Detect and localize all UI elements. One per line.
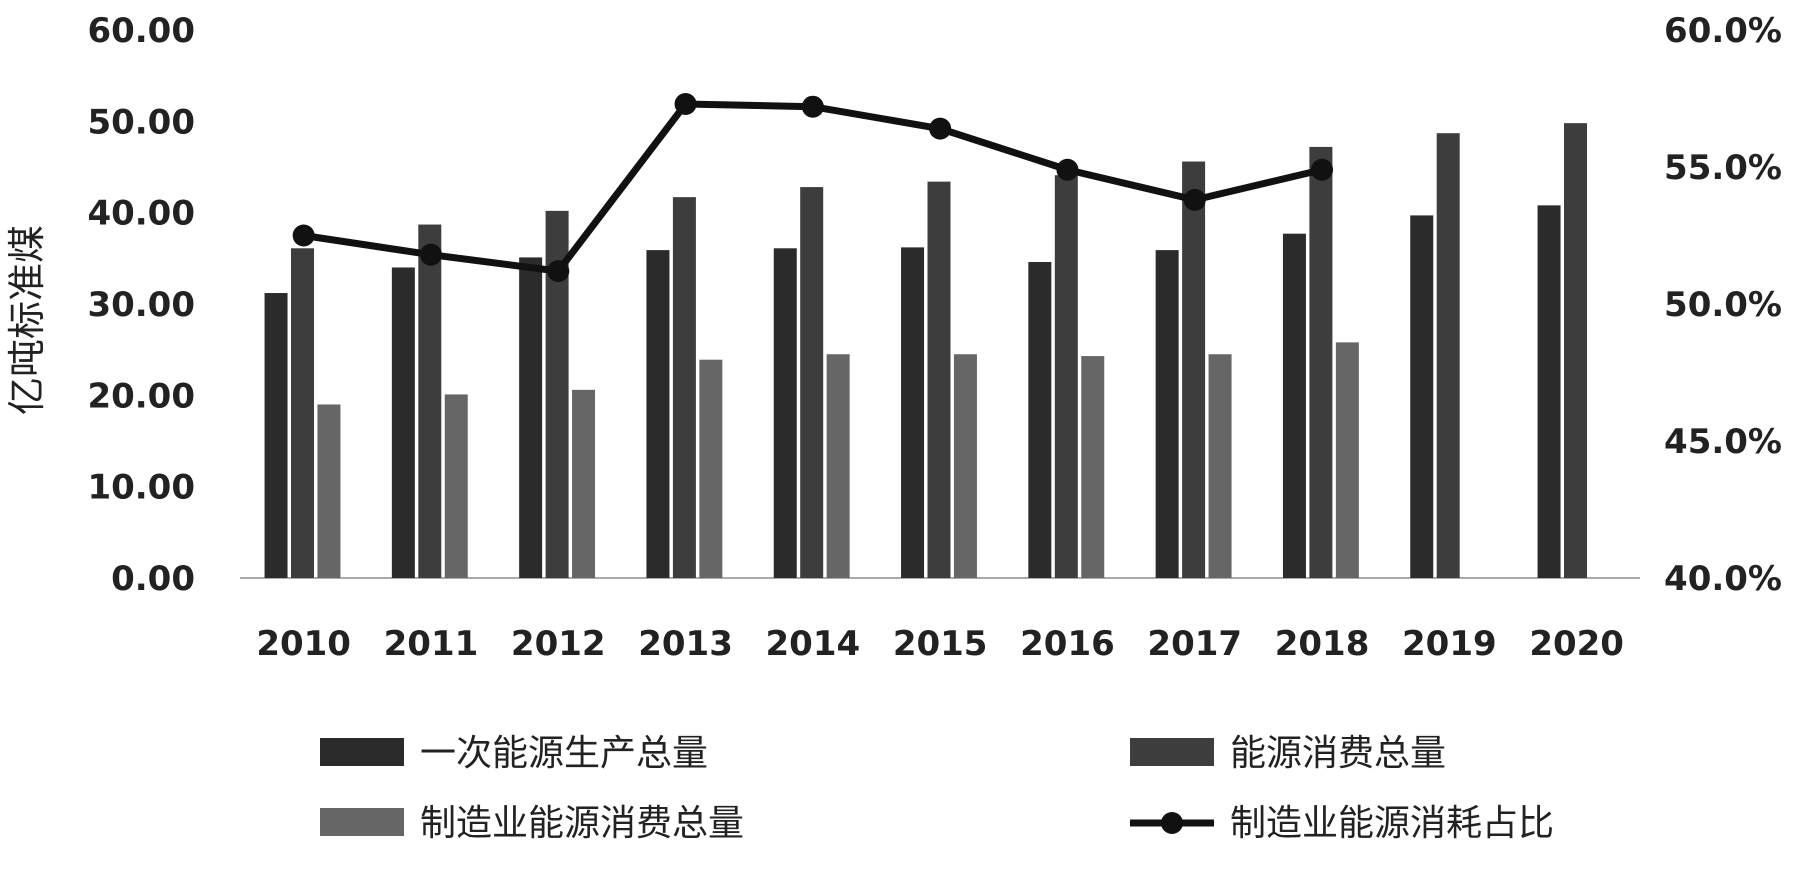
bar	[444, 394, 468, 578]
x-tick-label: 2013	[638, 624, 733, 664]
x-tick-label: 2010	[256, 624, 351, 664]
y-tick-label: 50.00	[87, 102, 195, 142]
bar	[1155, 250, 1179, 578]
x-tick-label: 2012	[511, 624, 606, 664]
legend-marker	[1161, 812, 1183, 834]
legend-label: 制造业能源消耗占比	[1230, 803, 1554, 844]
x-tick-label: 2018	[1275, 624, 1370, 664]
y-tick-label: 30.00	[87, 285, 195, 325]
x-tick-label: 2019	[1402, 624, 1497, 664]
legend-swatch	[320, 808, 404, 836]
line-point	[419, 243, 442, 266]
line-point	[547, 260, 570, 283]
bar	[1410, 215, 1434, 578]
bar	[1081, 356, 1105, 578]
x-tick-label: 2016	[1020, 624, 1115, 664]
line-point	[674, 92, 697, 115]
bar	[545, 210, 569, 578]
bar	[1309, 146, 1333, 578]
bar	[1028, 261, 1052, 578]
bar	[1436, 133, 1460, 578]
bar	[1208, 354, 1232, 578]
legend-swatch	[320, 738, 404, 766]
y-tick-label: 20.00	[87, 376, 195, 416]
bar	[1282, 233, 1306, 578]
bar	[291, 248, 314, 578]
legend-label: 一次能源生产总量	[420, 733, 708, 774]
bar	[1335, 342, 1359, 578]
line-point	[801, 95, 824, 118]
x-tick-label: 2017	[1147, 624, 1242, 664]
bar	[1182, 161, 1206, 578]
line-point	[1056, 158, 1079, 181]
y-tick-label: 40.00	[87, 194, 195, 234]
line-point	[1311, 158, 1334, 181]
y2-tick-label: 55.0%	[1664, 148, 1782, 188]
bar	[317, 404, 341, 578]
bar	[519, 257, 543, 578]
bar	[773, 248, 797, 578]
bar	[826, 354, 850, 578]
y-axis-label: 亿吨标准煤	[5, 225, 49, 415]
bar	[901, 247, 925, 578]
bar	[264, 293, 288, 578]
y2-tick-label: 40.0%	[1664, 559, 1782, 599]
y2-tick-label: 60.0%	[1664, 11, 1782, 51]
bar	[927, 181, 951, 578]
bar	[391, 267, 415, 578]
bar	[646, 250, 670, 578]
line-point	[292, 224, 315, 247]
bar	[1054, 175, 1078, 578]
legend-label: 制造业能源消费总量	[420, 803, 744, 844]
bar	[418, 224, 442, 579]
x-tick-label: 2015	[893, 624, 988, 664]
bar	[1537, 205, 1561, 579]
bar	[572, 389, 596, 578]
bar	[800, 187, 824, 579]
bar	[953, 354, 977, 578]
plot-area: 0.00 10.00 20.00 30.00 40.00 50.00 60.00 40.0% 4…	[87, 11, 1782, 664]
legend-label: 能源消费总量	[1230, 733, 1446, 774]
bar	[699, 359, 723, 578]
y2-tick-label: 50.0%	[1664, 285, 1782, 325]
x-tick-label: 2011	[384, 624, 479, 664]
bar	[672, 197, 696, 578]
line-point	[929, 117, 952, 140]
y-tick-label: 60.00	[87, 11, 195, 51]
y-tick-label: 0.00	[111, 559, 195, 599]
y-tick-label: 10.00	[87, 468, 195, 508]
bar	[1564, 123, 1587, 578]
y2-tick-label: 45.0%	[1664, 422, 1782, 462]
legend-swatch	[1130, 738, 1214, 766]
x-tick-label: 2014	[766, 624, 861, 664]
x-tick-label: 2020	[1529, 624, 1624, 664]
line-point	[1183, 188, 1206, 211]
